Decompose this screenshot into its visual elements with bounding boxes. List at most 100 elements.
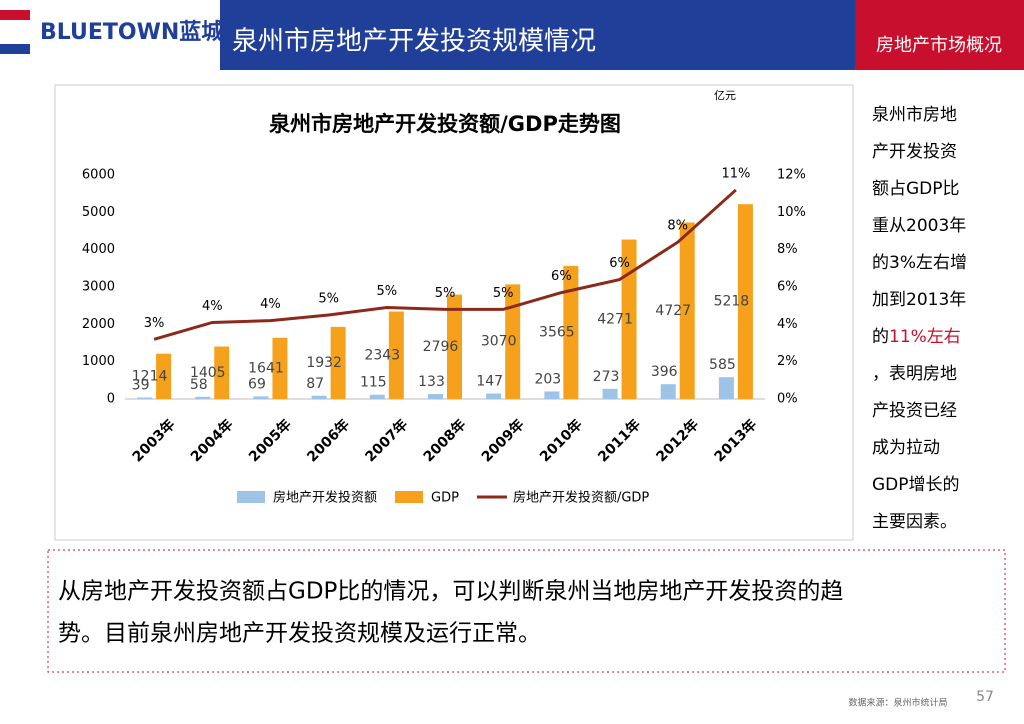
y-tick-label: 0 bbox=[107, 392, 115, 407]
side-text: 产投资已经 bbox=[872, 401, 957, 421]
data-label: 2343 bbox=[364, 347, 400, 363]
data-label: 5% bbox=[377, 284, 398, 299]
data-label: 133 bbox=[418, 374, 445, 390]
summary-line: 从房地产开发投资额占GDP比的情况，可以判断泉州当地房地产开发投资的趋 bbox=[58, 579, 843, 605]
bar bbox=[447, 294, 462, 399]
data-label: 39 bbox=[132, 378, 150, 394]
bar bbox=[737, 204, 753, 399]
data-label: 1405 bbox=[190, 365, 226, 381]
bar bbox=[195, 396, 211, 399]
logo: BLUETOWN蓝城 bbox=[40, 19, 223, 45]
stripe bbox=[0, 44, 30, 54]
bar bbox=[602, 388, 618, 399]
y2-tick-label: 12% bbox=[777, 168, 806, 183]
bar bbox=[621, 239, 637, 399]
side-text-line: 产投资已经 bbox=[872, 401, 957, 421]
data-label: 396 bbox=[651, 364, 678, 380]
y-tick-label: 5000 bbox=[82, 205, 115, 220]
bar bbox=[660, 384, 676, 399]
y2-tick-label: 6% bbox=[777, 280, 798, 295]
bar bbox=[253, 396, 269, 399]
bar bbox=[156, 353, 172, 399]
bar bbox=[388, 311, 404, 399]
side-text-line: 额占GDP比 bbox=[872, 179, 960, 199]
bar bbox=[544, 391, 560, 399]
legend-label: 房地产开发投资额/GDP bbox=[513, 490, 649, 506]
side-text-line: 的11%左右 bbox=[872, 327, 961, 347]
data-label: 6% bbox=[609, 256, 630, 271]
side-text-line: 产开发投资 bbox=[872, 142, 957, 162]
side-highlight: 11%左右 bbox=[889, 327, 961, 347]
source: 数据来源：泉州市统计局 bbox=[848, 697, 947, 709]
data-label: 203 bbox=[534, 371, 561, 387]
data-label: 1932 bbox=[306, 355, 342, 371]
side-text: 的 bbox=[872, 327, 889, 347]
side-text: 产开发投资 bbox=[872, 142, 957, 162]
data-label: 1641 bbox=[248, 360, 284, 376]
summary-box bbox=[47, 549, 1006, 673]
legend-swatch bbox=[237, 491, 265, 503]
data-label: 4% bbox=[260, 297, 281, 312]
data-label: 3% bbox=[144, 316, 165, 331]
bar bbox=[272, 337, 288, 399]
bar bbox=[137, 397, 153, 399]
logo-area bbox=[0, 0, 220, 70]
y-tick-label: 1000 bbox=[82, 354, 115, 369]
side-text-line: 的3%左右增 bbox=[872, 253, 967, 273]
data-label: 5% bbox=[435, 286, 456, 301]
data-label: 58 bbox=[190, 377, 208, 393]
y2-tick-label: 4% bbox=[777, 317, 798, 332]
y-tick-label: 4000 bbox=[82, 242, 115, 257]
data-label: 147 bbox=[476, 374, 503, 390]
data-label: 6% bbox=[551, 269, 572, 284]
side-text-line: 加到2013年 bbox=[872, 290, 966, 310]
y2-tick-label: 2% bbox=[777, 354, 798, 369]
bar bbox=[505, 284, 521, 399]
data-label: 4271 bbox=[597, 311, 633, 327]
side-text: GDP增长的 bbox=[872, 475, 960, 495]
legend-label: 房地产开发投资额 bbox=[273, 490, 377, 506]
bar bbox=[718, 377, 734, 399]
line bbox=[153, 188, 737, 341]
header-band bbox=[220, 0, 855, 70]
data-label: 4727 bbox=[655, 303, 691, 319]
side-text: 主要因素。 bbox=[872, 512, 957, 532]
y-tick-label: 2000 bbox=[82, 317, 115, 332]
side-text-line: 重从2003年 bbox=[872, 216, 966, 236]
side-text: 额占GDP比 bbox=[872, 179, 960, 199]
data-label: 115 bbox=[360, 375, 387, 391]
data-label: 69 bbox=[248, 376, 266, 392]
side-text: 的3%左右增 bbox=[872, 253, 967, 273]
y2-tick-label: 0% bbox=[777, 392, 798, 407]
data-label: 11% bbox=[721, 166, 750, 181]
bar bbox=[369, 394, 385, 399]
y-tick-label: 3000 bbox=[82, 280, 115, 295]
page-number: 57 bbox=[976, 689, 994, 705]
side-text: 重从2003年 bbox=[872, 216, 966, 236]
data-label: 273 bbox=[593, 369, 620, 385]
data-label: 8% bbox=[667, 219, 688, 234]
header-tag: 房地产市场概况 bbox=[876, 35, 1002, 56]
summary-line: 势。目前泉州房地产开发投资规模及运行正常。 bbox=[58, 621, 541, 647]
header-title: 泉州市房地产开发投资规模情况 bbox=[232, 27, 596, 57]
bar bbox=[428, 394, 443, 399]
data-label: 5218 bbox=[714, 294, 750, 310]
unit-label: 亿元 bbox=[714, 89, 736, 102]
data-label: 2796 bbox=[423, 339, 459, 355]
bar bbox=[563, 265, 579, 399]
header-tag-band bbox=[855, 0, 1024, 70]
side-text: 泉州市房地 bbox=[872, 105, 957, 125]
bar bbox=[214, 346, 230, 399]
data-label: 3070 bbox=[481, 334, 517, 350]
y2-tick-label: 8% bbox=[777, 242, 798, 257]
stripe bbox=[0, 10, 30, 20]
chart-title: 泉州市房地产开发投资额/GDP走势图 bbox=[269, 112, 621, 136]
data-label: 5% bbox=[318, 292, 339, 307]
side-text: 成为拉动 bbox=[872, 438, 940, 458]
y2-tick-label: 10% bbox=[777, 205, 806, 220]
bar bbox=[486, 393, 502, 399]
data-label: 87 bbox=[306, 376, 324, 392]
side-text-line: 成为拉动 bbox=[872, 438, 940, 458]
data-label: 5% bbox=[493, 286, 514, 301]
